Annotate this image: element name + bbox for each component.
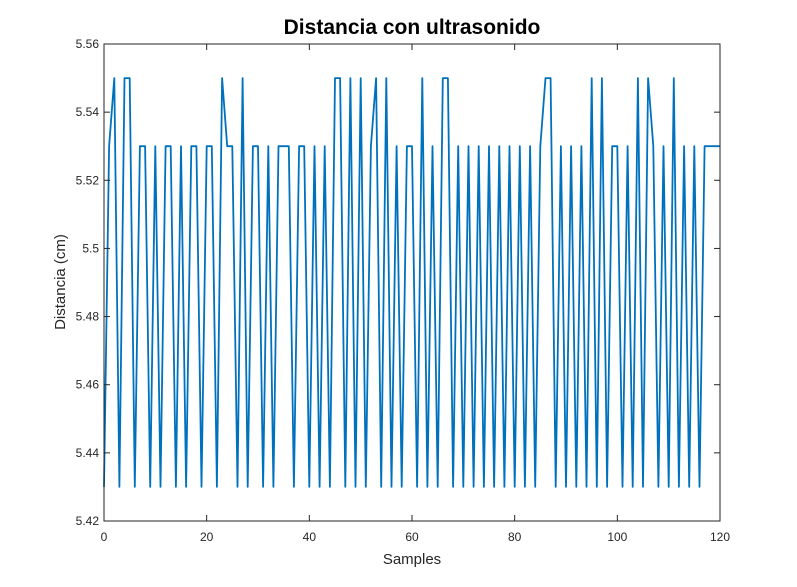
y-tick-label: 5.56 <box>76 37 100 51</box>
x-tick-label: 120 <box>710 530 730 544</box>
y-tick-label: 5.52 <box>76 173 100 187</box>
y-tick-label: 5.48 <box>76 310 100 324</box>
x-tick-label: 20 <box>200 530 214 544</box>
plot-area <box>104 44 720 521</box>
x-tick-label: 100 <box>607 530 627 544</box>
chart-title: Distancia con ultrasonido <box>284 16 541 39</box>
x-tick-label: 80 <box>508 530 522 544</box>
series-layer <box>103 77 720 488</box>
y-tick-label: 5.42 <box>76 514 100 528</box>
x-tick-label: 60 <box>405 530 419 544</box>
y-tick-label: 5.46 <box>76 378 100 392</box>
x-tick-label: 40 <box>303 530 317 544</box>
y-tick-label: 5.44 <box>76 446 100 460</box>
series-line <box>103 77 720 488</box>
y-axis-label: Distancia (cm) <box>52 234 69 330</box>
x-axis-label: Samples <box>383 551 441 568</box>
x-tick-label: 0 <box>101 530 108 544</box>
ticks-layer: 0 20 40 60 80 100 120 5.42 5.44 5.46 5.48 5.5 5.52 5.… <box>76 37 731 544</box>
y-tick-label: 5.54 <box>76 105 100 119</box>
y-tick-label: 5.5 <box>82 241 99 255</box>
